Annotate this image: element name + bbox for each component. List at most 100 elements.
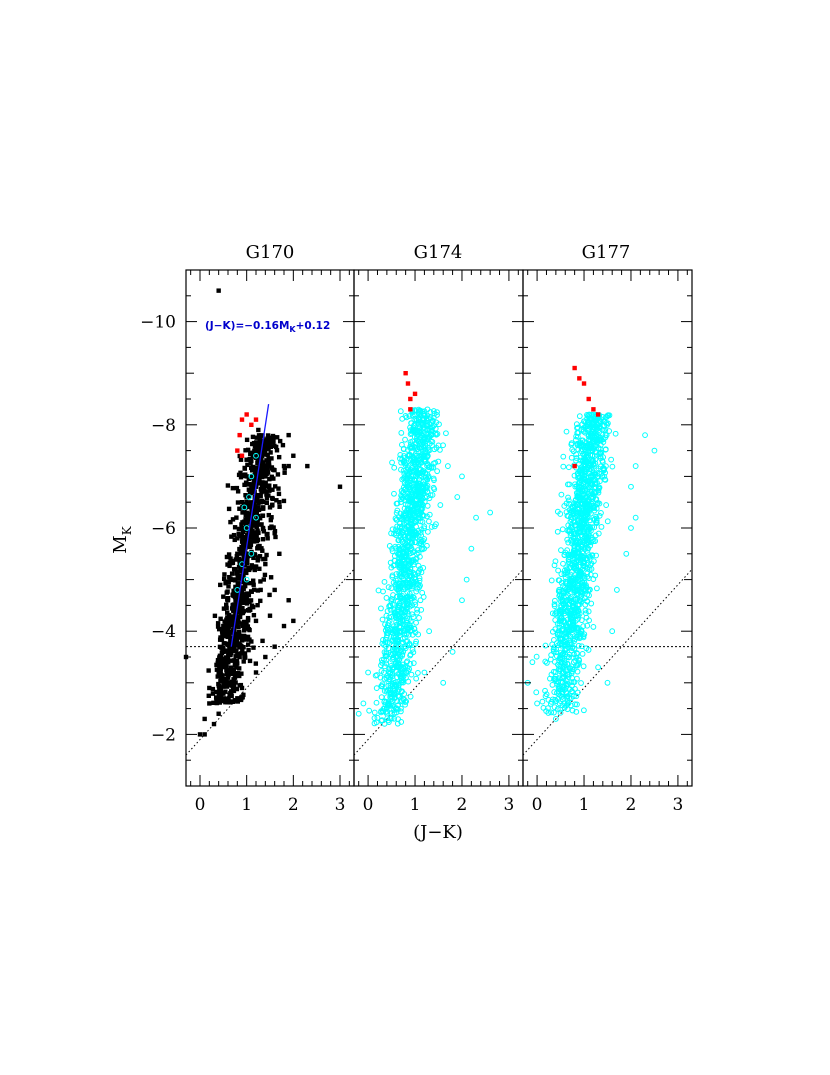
data-point	[431, 523, 438, 530]
data-point	[221, 659, 226, 664]
data-point	[260, 442, 266, 447]
data-point	[594, 474, 600, 481]
data-point	[545, 696, 552, 703]
data-point	[570, 659, 577, 666]
data-point	[393, 631, 400, 637]
data-point	[228, 638, 233, 643]
fit-line	[230, 404, 270, 647]
data-point	[221, 684, 226, 689]
data-point	[264, 495, 270, 501]
data-point	[590, 425, 596, 432]
data-point	[378, 683, 385, 690]
data-point	[421, 545, 428, 552]
data-point	[417, 553, 423, 560]
data-point	[393, 705, 400, 712]
data-point	[558, 547, 564, 554]
data-point	[443, 430, 449, 437]
data-point	[286, 598, 291, 603]
data-point	[414, 609, 420, 616]
data-point	[390, 623, 397, 630]
data-point	[586, 437, 593, 443]
data-point	[459, 597, 465, 604]
data-point	[392, 557, 398, 564]
data-point	[248, 501, 253, 506]
data-point	[221, 594, 226, 599]
data-point	[399, 688, 405, 695]
data-point	[430, 464, 437, 471]
data-point	[415, 508, 422, 515]
data-point	[597, 446, 604, 453]
data-point	[235, 551, 240, 556]
data-point	[393, 647, 400, 654]
data-point	[393, 545, 399, 552]
data-point	[419, 419, 425, 426]
data-point	[264, 552, 269, 558]
data-point	[251, 612, 257, 618]
data-point	[232, 594, 238, 600]
data-point	[394, 687, 401, 694]
data-point	[604, 518, 611, 525]
data-point	[407, 543, 414, 550]
data-point	[236, 526, 242, 532]
data-point	[257, 439, 262, 444]
data-point	[233, 584, 238, 590]
data-point	[562, 639, 569, 646]
data-point	[564, 580, 571, 587]
data-point	[383, 660, 390, 667]
data-point	[230, 560, 236, 565]
data-point	[397, 698, 404, 705]
data-point	[397, 618, 404, 625]
data-point	[418, 569, 425, 576]
data-point	[548, 577, 555, 584]
y-tick-label: −10	[140, 313, 176, 333]
data-point	[228, 670, 233, 676]
data-point	[232, 616, 237, 621]
data-point	[242, 651, 248, 656]
data-point	[582, 442, 589, 449]
data-point	[594, 437, 601, 444]
data-point	[434, 468, 441, 475]
data-point	[286, 463, 291, 469]
data-point	[602, 434, 609, 441]
data-point	[642, 432, 648, 439]
data-point	[562, 647, 568, 654]
data-point	[569, 682, 575, 689]
data-point	[454, 494, 461, 500]
data-point	[426, 628, 433, 635]
data-point	[249, 483, 254, 489]
data-point	[255, 558, 260, 563]
data-point	[257, 472, 263, 477]
data-point	[258, 474, 263, 480]
data-point	[218, 678, 223, 684]
data-point	[425, 466, 432, 473]
data-point	[224, 605, 229, 611]
data-point	[276, 454, 282, 460]
data-point	[591, 481, 598, 488]
data-point	[245, 642, 251, 647]
data-point	[266, 493, 271, 498]
data-point	[570, 605, 577, 611]
data-point	[277, 551, 282, 556]
data-point	[401, 520, 407, 527]
data-point	[258, 579, 263, 584]
data-point	[590, 461, 597, 468]
data-point	[598, 523, 605, 530]
data-point	[264, 532, 269, 537]
data-point	[237, 506, 242, 511]
data-point	[398, 459, 405, 466]
data-point	[394, 507, 401, 514]
data-point	[552, 716, 559, 722]
data-point	[564, 512, 571, 519]
data-point	[243, 541, 248, 547]
data-point	[551, 562, 558, 569]
data-point	[593, 585, 600, 592]
data-point	[378, 694, 385, 701]
data-point	[580, 442, 587, 449]
data-point	[241, 546, 247, 551]
data-point	[651, 447, 658, 454]
data-point	[584, 539, 591, 546]
data-point	[400, 661, 406, 668]
data-point	[251, 486, 257, 491]
data-point	[263, 561, 268, 567]
data-point	[231, 643, 236, 649]
